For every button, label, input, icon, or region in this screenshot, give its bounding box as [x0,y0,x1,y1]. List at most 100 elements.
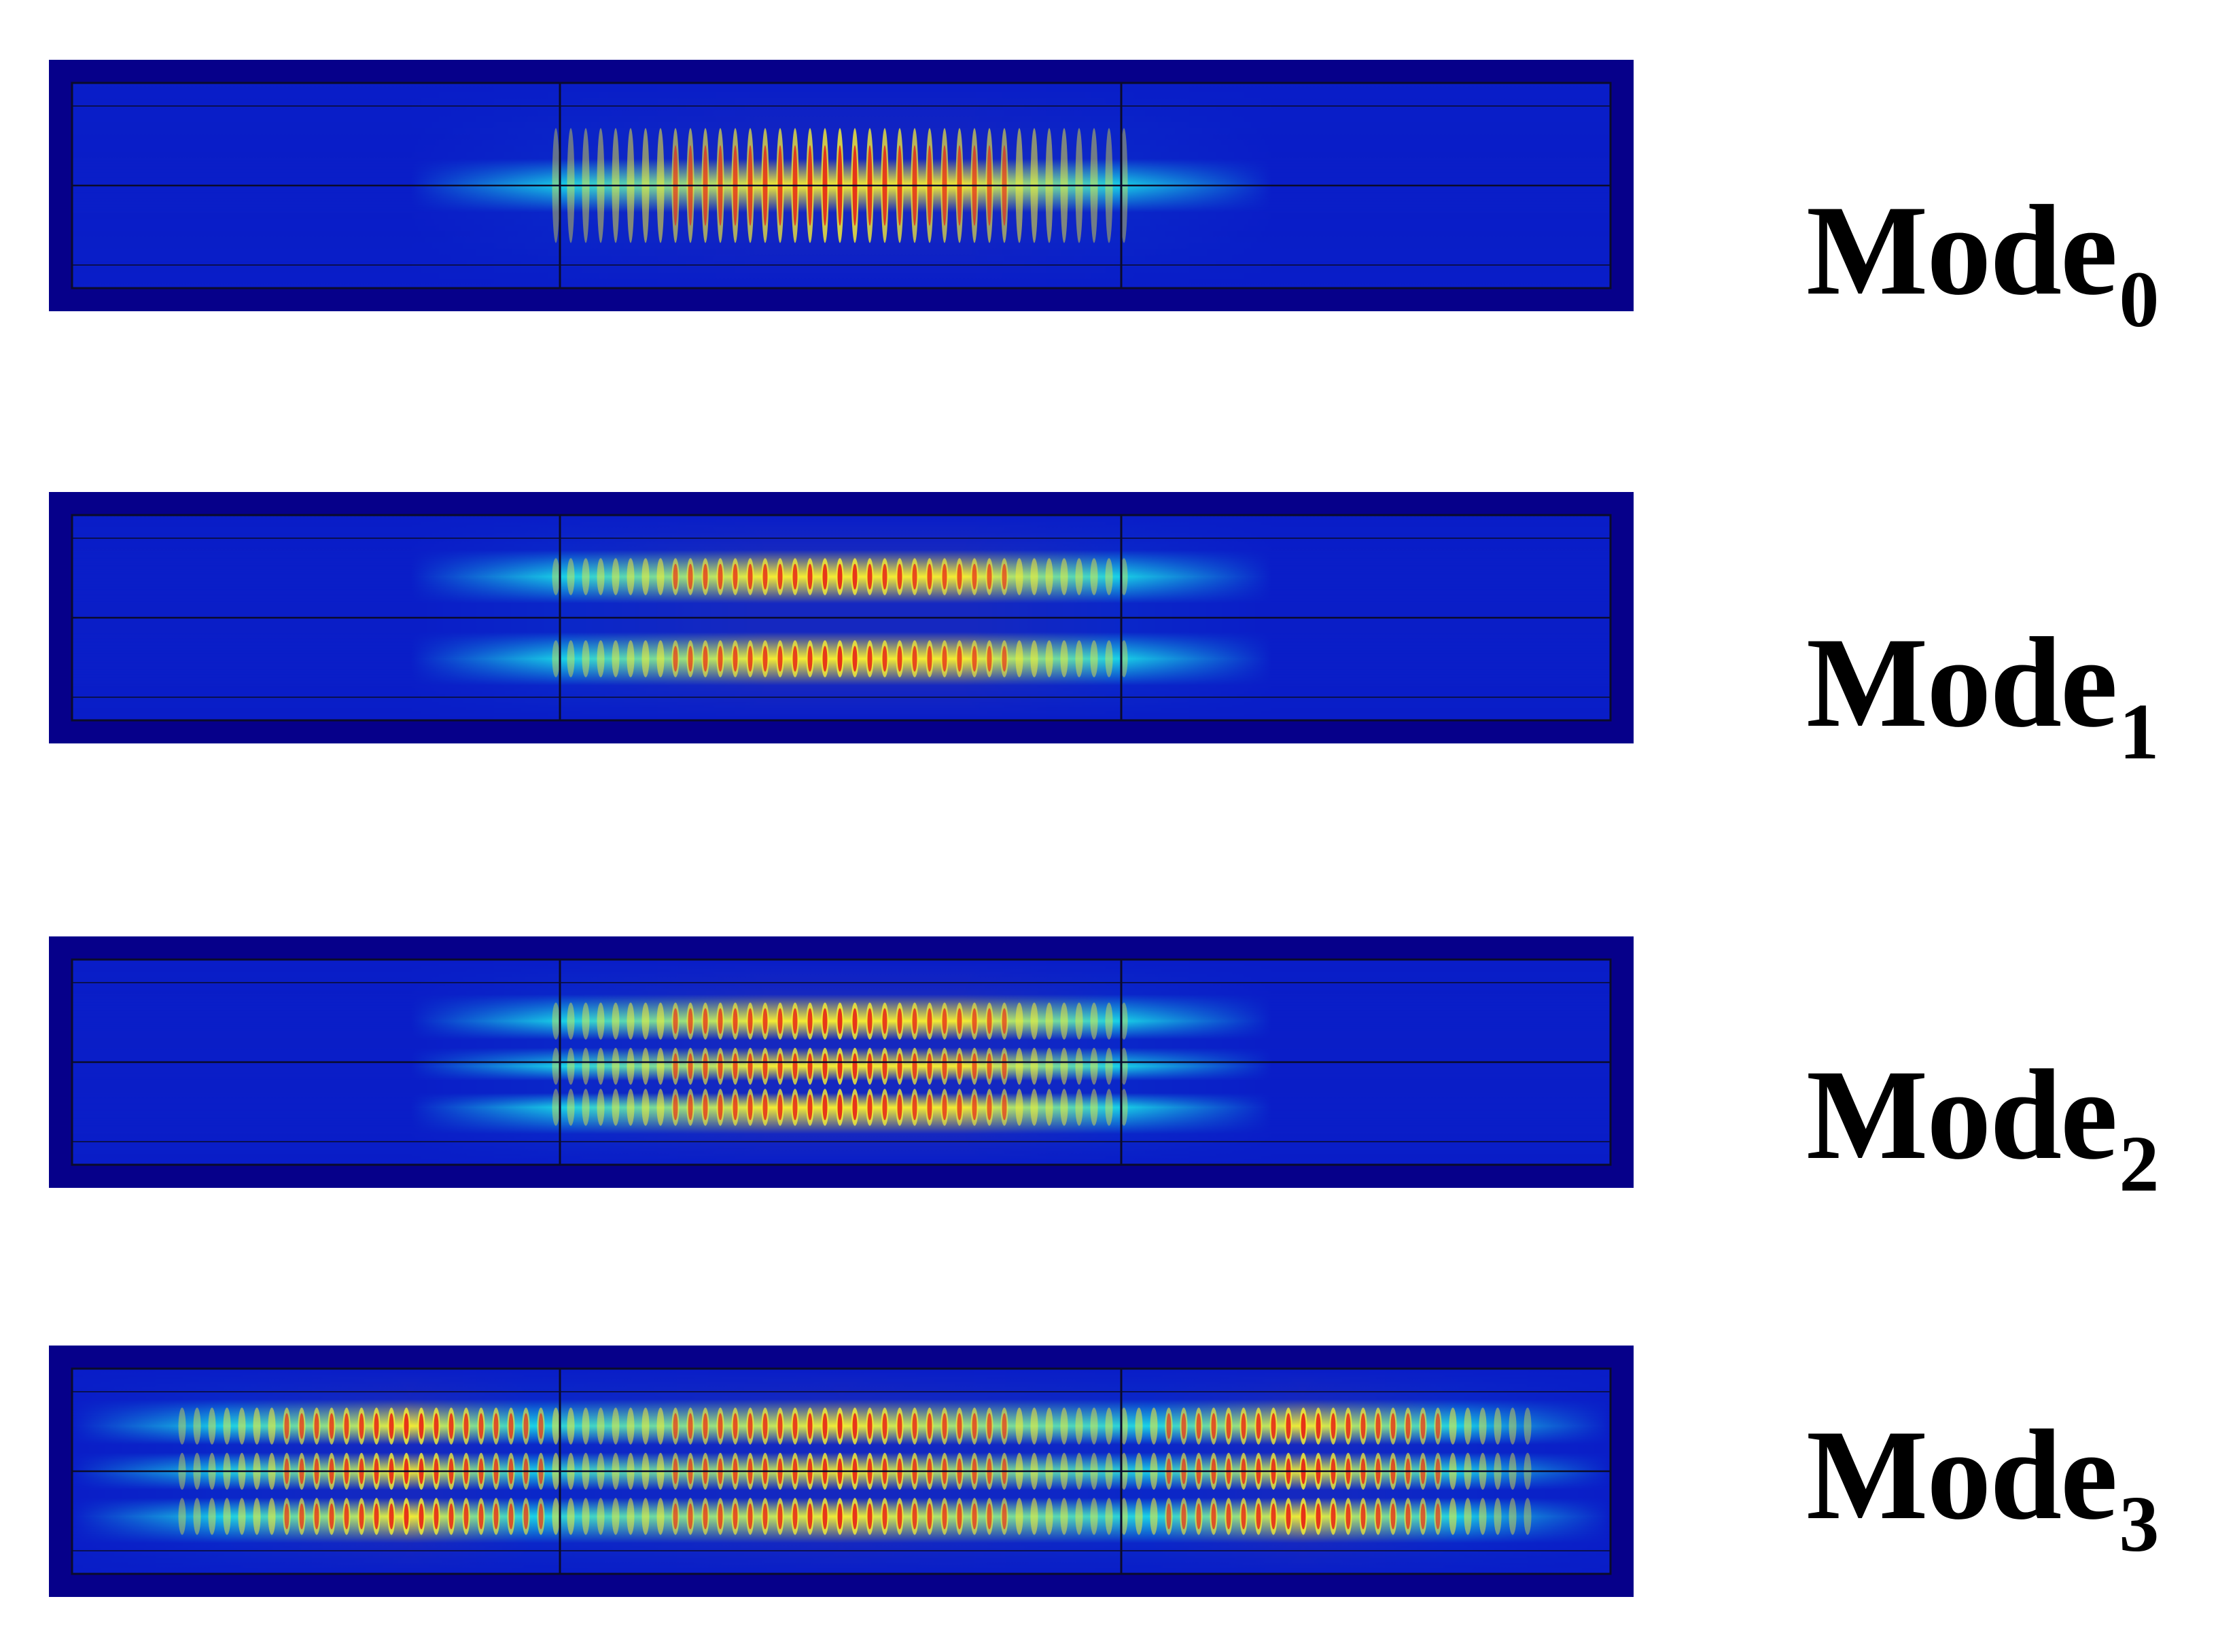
fringe-band [567,1002,575,1040]
fringe-peak [747,1413,753,1439]
fringe-band [567,640,575,678]
fringe-band [223,1407,231,1445]
fringe-band [1075,1089,1083,1126]
fringe-peak [1181,1503,1186,1530]
fringe-peak [927,1008,932,1034]
fringe-band [627,1002,635,1040]
fringe-peak [792,1503,798,1530]
fringe-peak [867,646,873,672]
fringe-band [1060,1089,1068,1126]
fringe-peak [1301,1413,1306,1439]
fringe-band [612,1498,620,1535]
fringe-peak [359,1503,364,1530]
fringe-peak [374,1413,379,1439]
fringe-band [1060,1407,1068,1445]
mode-label-1: Mode1 [1806,618,2159,772]
fringe-peak [1271,1413,1276,1439]
fringe-band [582,1047,590,1085]
fringe-band [641,1498,650,1535]
structure-lines [71,1367,1612,1575]
fringe-peak [673,1094,678,1121]
fringe-band [552,1002,560,1040]
fringe-band [582,1498,590,1535]
fringe-peak [807,1094,813,1121]
fringe-peak [688,563,693,590]
fringe-peak [538,1413,544,1439]
fringe-peak [912,563,917,590]
fringe-peak [957,646,962,672]
fringe-peak [1211,1503,1216,1530]
fringe-peak [1196,1413,1201,1439]
fringe-peak [912,1503,917,1530]
fringe-peak [299,1503,304,1530]
fringe-peak [1345,1503,1351,1530]
fringe-band [1015,640,1023,678]
fringe-peak [852,1413,858,1439]
fringe-peak [867,1503,873,1530]
fringe-peak [733,563,738,590]
fringe-band [582,1002,590,1040]
fringe-peak [359,1413,364,1439]
fringe-band [1075,640,1083,678]
fringe-peak [942,1094,947,1121]
fringe-peak [299,1413,304,1439]
structure-lines [71,82,1612,289]
fringe-band [656,640,665,678]
field-fringes [178,1407,1532,1535]
fringe-peak [942,1053,947,1080]
fringe-peak [972,1008,977,1034]
fringe-peak [957,1413,962,1439]
fringe-peak [882,1503,887,1530]
fringe-peak [673,646,678,672]
fringe-peak [837,563,843,590]
fringe-peak [673,1413,678,1439]
fringe-peak [478,1413,484,1439]
fringe-peak [448,1413,454,1439]
fringe-peak [837,646,843,672]
fringe-band [597,1002,605,1040]
fringe-band [1464,1498,1472,1535]
fringe-band [1090,558,1098,595]
field-plot-mode-0 [49,60,1634,311]
fringe-peak [837,1053,843,1080]
fringe-peak [1002,1094,1007,1121]
fringe-peak [538,1503,544,1530]
fringe-peak [882,563,887,590]
fringe-peak [1286,1413,1291,1439]
fringe-band [1030,1047,1038,1085]
fringe-band [1509,1407,1517,1445]
fringe-band [1060,558,1068,595]
fringe-band [1045,1002,1053,1040]
fringe-peak [1345,1413,1351,1439]
fringe-peak [987,1503,992,1530]
structure-lines [71,958,1612,1166]
fringe-band [253,1407,261,1445]
fringe-band [223,1498,231,1535]
fringe-peak [957,1008,962,1034]
fringe-band [612,1002,620,1040]
fringe-peak [463,1413,469,1439]
fringe-band [627,640,635,678]
fringe-peak [1390,1503,1396,1530]
fringe-peak [867,1008,873,1034]
fringe-band [1015,1047,1023,1085]
fringe-band [1524,1407,1532,1445]
fringe-peak [344,1503,349,1530]
fringe-peak [1390,1413,1396,1439]
fringe-peak [792,1053,798,1080]
fringe-peak [837,1008,843,1034]
fringe-peak [733,1094,738,1121]
fringe-band [1464,1407,1472,1445]
fringe-peak [1405,1503,1411,1530]
fringe-peak [493,1413,499,1439]
fringe-peak [419,1413,424,1439]
fringe-peak [374,1503,379,1530]
fringe-band [1045,1407,1053,1445]
fringe-peak [762,1053,768,1080]
fringe-peak [777,1053,783,1080]
fringe-peak [733,1008,738,1034]
fringe-band [1494,1407,1502,1445]
fringe-peak [972,1094,977,1121]
fringe-peak [434,1413,439,1439]
fringe-peak [1196,1503,1201,1530]
